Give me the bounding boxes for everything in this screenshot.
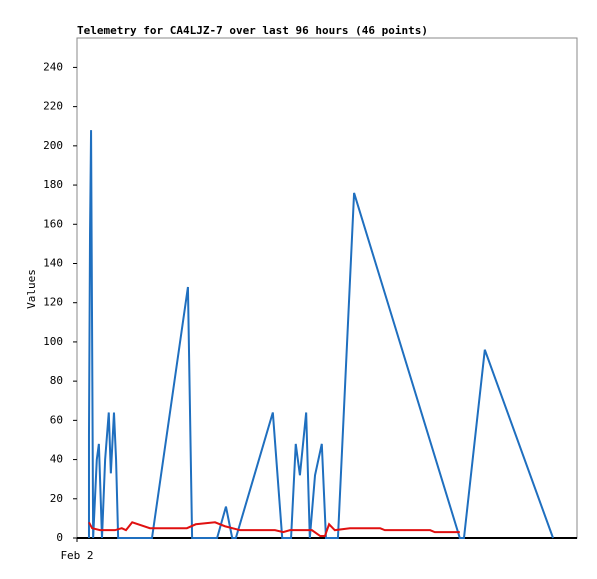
y-tick-label: 60	[50, 413, 63, 426]
y-tick-label: 20	[50, 492, 63, 505]
y-tick-label: 160	[43, 217, 63, 230]
y-tick-label: 180	[43, 178, 63, 191]
y-tick-label: 120	[43, 296, 63, 309]
y-tick-label: 200	[43, 139, 63, 152]
y-axis-label: Values	[25, 269, 38, 309]
y-tick-label: 140	[43, 256, 63, 269]
x-tick-label: Feb 2	[60, 549, 93, 562]
chart-title: Telemetry for CA4LJZ-7 over last 96 hour…	[77, 24, 428, 37]
series-line	[87, 130, 554, 539]
y-tick-label: 0	[56, 531, 63, 544]
y-tick-label: 240	[43, 60, 63, 73]
y-tick-label: 80	[50, 374, 63, 387]
y-tick-label: 100	[43, 335, 63, 348]
y-tick-label: 220	[43, 100, 63, 113]
series-line	[88, 521, 460, 538]
y-tick-label: 40	[50, 453, 63, 466]
